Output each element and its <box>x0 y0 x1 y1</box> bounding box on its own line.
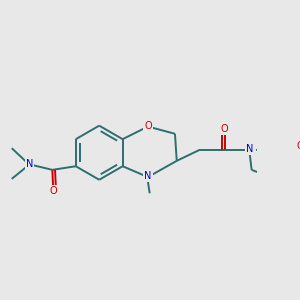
Text: N: N <box>246 144 253 154</box>
Text: O: O <box>221 124 228 134</box>
Text: O: O <box>144 121 152 130</box>
Text: O: O <box>296 141 300 152</box>
Text: O: O <box>50 186 57 196</box>
Text: N: N <box>144 171 152 181</box>
Text: N: N <box>26 158 34 169</box>
